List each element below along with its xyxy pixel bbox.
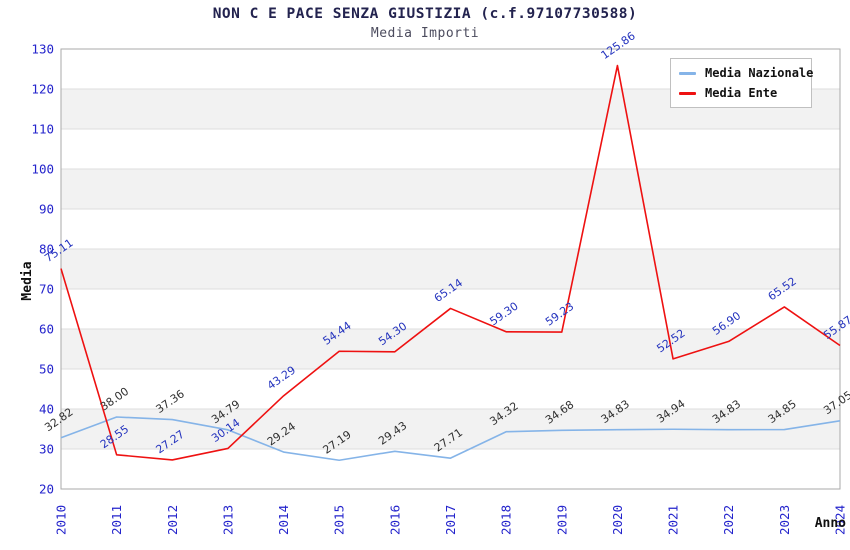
x-tick-label: 2019 [554, 505, 569, 535]
y-tick-label: 70 [39, 282, 54, 297]
y-tick-label: 80 [39, 242, 54, 257]
x-tick-label: 2020 [610, 505, 625, 535]
legend-item-media-nazionale: Media Nazionale [679, 66, 813, 80]
x-tick-label: 2023 [777, 505, 792, 535]
x-tick-label: 2016 [387, 505, 402, 535]
x-tick-label: 2024 [833, 505, 848, 535]
data-label: 59.30 [487, 300, 520, 329]
grid-band [61, 249, 840, 289]
y-tick-label: 40 [39, 402, 54, 417]
y-tick-label: 50 [39, 362, 54, 377]
grid-band [61, 329, 840, 369]
y-tick-label: 60 [39, 322, 54, 337]
legend-label-media-ente: Media Ente [705, 86, 778, 100]
x-tick-label: 2015 [332, 505, 347, 535]
x-tick-label: 2011 [109, 505, 124, 535]
y-tick-label: 30 [39, 442, 54, 457]
x-tick-label: 2014 [276, 505, 291, 535]
x-tick-label: 2013 [220, 505, 235, 535]
x-tick-label: 2021 [666, 505, 681, 535]
series-line-media-nazionale [60, 416, 841, 462]
legend-swatch-media-nazionale [679, 71, 696, 75]
x-tick-label: 2022 [721, 505, 736, 535]
x-tick-label: 2012 [165, 505, 180, 535]
series-line-media-ente [60, 64, 841, 461]
y-tick-label: 120 [31, 82, 54, 97]
data-label: 59.23 [543, 300, 576, 329]
y-tick-label: 100 [31, 162, 54, 177]
x-tick-label: 2017 [443, 505, 458, 535]
data-label: 125.86 [599, 29, 638, 62]
y-tick-label: 110 [31, 122, 54, 137]
y-tick-label: 90 [39, 202, 54, 217]
legend-item-media-ente: Media Ente [679, 86, 803, 100]
x-axis-title: Anno [815, 516, 846, 531]
grid-band [61, 169, 840, 209]
legend: Media Nazionale Media Ente [670, 58, 813, 108]
legend-swatch-media-ente [679, 91, 696, 95]
y-tick-label: 130 [31, 42, 54, 57]
chart-title: NON C E PACE SENZA GIUSTIZIA (c.f.971077… [212, 6, 638, 22]
chart-subtitle: Media Importi [370, 26, 480, 41]
y-tick-label: 20 [39, 482, 54, 497]
x-tick-label: 2010 [54, 505, 69, 535]
x-tick-label: 2018 [499, 505, 514, 535]
legend-label-media-nazionale: Media Nazionale [705, 66, 814, 80]
y-axis-title: Media [20, 261, 35, 300]
